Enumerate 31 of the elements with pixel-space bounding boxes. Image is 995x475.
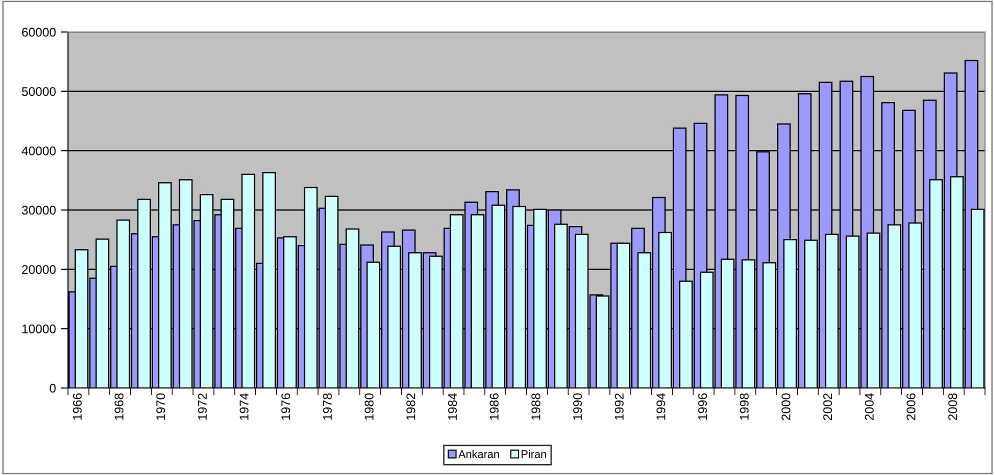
x-tick-label: 1994: [656, 393, 666, 420]
y-tick-label: 30000: [22, 206, 56, 215]
y-tick-label: 10000: [22, 324, 56, 334]
x-tick-label: 2000: [782, 393, 790, 420]
x-tick-label: 1990: [573, 393, 582, 420]
x-tick-label: 1996: [698, 393, 708, 420]
x-tick-label: 1978: [323, 393, 332, 420]
y-tick-label: 40000: [22, 146, 56, 156]
x-tick-label: 1988: [531, 393, 540, 420]
legend-label: Ankaran: [458, 450, 499, 458]
x-tick-label: 1974: [240, 393, 249, 420]
x-tick-label: 2006: [906, 393, 916, 420]
x-tick-label: 1966: [72, 393, 82, 420]
y-tick-label: 50000: [22, 87, 56, 96]
x-tick-label: 2008: [948, 393, 958, 420]
x-tick-label: 1998: [740, 393, 749, 420]
x-tick-label: 1972: [198, 393, 207, 420]
x-tick-label: 2004: [864, 393, 874, 420]
x-tick-label: 1982: [406, 393, 416, 420]
x-tick-label: 1976: [281, 393, 290, 420]
y-tick-label: 0: [50, 384, 56, 393]
x-tick-label: 1970: [156, 393, 166, 420]
x-tick-label: 1992: [614, 393, 624, 420]
x-tick-label: 2002: [823, 393, 832, 420]
y-tick-label: 20000: [22, 265, 56, 274]
x-tick-label: 1986: [490, 393, 499, 420]
x-tick-label: 1968: [114, 393, 124, 420]
x-tick-label: 1984: [448, 393, 457, 420]
x-tick-label: 1980: [364, 393, 374, 420]
legend-label: Piran: [522, 450, 546, 458]
y-tick-label: 60000: [22, 28, 56, 37]
